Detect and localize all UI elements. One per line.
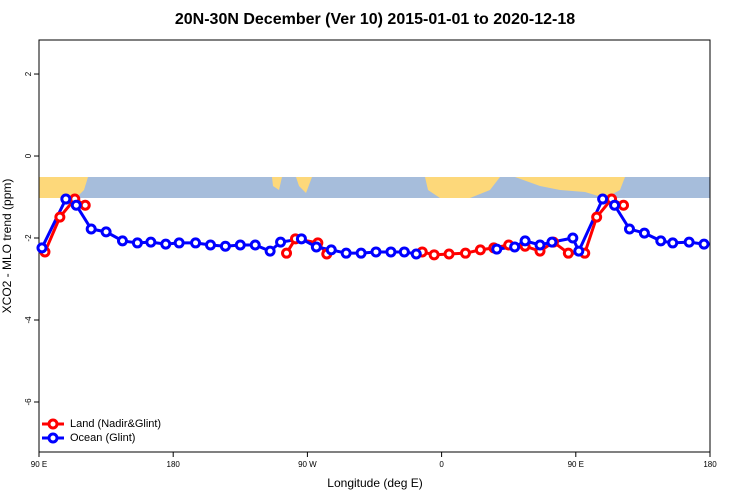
data-point xyxy=(459,247,471,259)
chart-title: 20N-30N December (Ver 10) 2015-01-01 to … xyxy=(175,11,575,28)
y-tick-label: 2 xyxy=(24,71,33,76)
data-point xyxy=(173,237,185,249)
data-point xyxy=(190,237,202,249)
map-band xyxy=(39,177,710,198)
x-axis-label: Longitude (deg E) xyxy=(327,476,422,490)
x-tick-label: 180 xyxy=(167,460,181,469)
data-point xyxy=(491,243,503,255)
data-point xyxy=(609,199,621,211)
data-point xyxy=(295,233,307,245)
data-point xyxy=(546,236,558,248)
data-point xyxy=(100,226,112,238)
data-point xyxy=(683,236,695,248)
data-point xyxy=(385,246,397,258)
data-point xyxy=(219,240,231,252)
data-point xyxy=(567,232,579,244)
data-point xyxy=(573,245,585,257)
data-point xyxy=(340,247,352,259)
data-point xyxy=(281,247,293,259)
data-point xyxy=(398,246,410,258)
y-tick-label: -2 xyxy=(24,234,33,242)
data-point xyxy=(591,211,603,223)
data-point xyxy=(698,238,710,250)
data-point xyxy=(638,227,650,239)
data-point xyxy=(54,211,66,223)
land-shape xyxy=(296,177,312,193)
data-point xyxy=(36,242,48,254)
legend-marker xyxy=(47,432,59,444)
data-point xyxy=(85,223,97,235)
data-point xyxy=(204,239,216,251)
y-tick-label: -6 xyxy=(24,398,33,406)
data-point xyxy=(443,248,455,260)
data-point xyxy=(131,237,143,249)
data-point xyxy=(325,244,337,256)
data-point xyxy=(618,199,630,211)
data-point xyxy=(60,193,72,205)
data-point xyxy=(249,239,261,251)
data-point xyxy=(534,239,546,251)
land-shape xyxy=(272,177,282,190)
data-point xyxy=(160,238,172,250)
data-point xyxy=(562,247,574,259)
data-point xyxy=(509,241,521,253)
legend-label: Ocean (Glint) xyxy=(70,432,135,444)
data-point xyxy=(667,237,679,249)
data-point xyxy=(70,199,82,211)
legend-label: Land (Nadir&Glint) xyxy=(70,418,161,430)
x-tick-label: 0 xyxy=(439,460,444,469)
data-point xyxy=(310,241,322,253)
legend-marker xyxy=(47,418,59,430)
data-point xyxy=(275,236,287,248)
x-tick-label: 90 E xyxy=(31,460,47,469)
land-shape xyxy=(515,177,625,198)
data-point xyxy=(597,193,609,205)
data-point xyxy=(474,244,486,256)
data-point xyxy=(623,223,635,235)
data-point xyxy=(79,199,91,211)
y-axis-label: XCO2 - MLO trend (ppm) xyxy=(0,179,14,314)
y-tick-label: 0 xyxy=(24,153,33,158)
data-point xyxy=(264,245,276,257)
data-point xyxy=(428,249,440,261)
data-point xyxy=(519,235,531,247)
land-shape xyxy=(39,177,88,198)
data-point xyxy=(355,247,367,259)
data-point xyxy=(145,236,157,248)
x-tick-label: 90 E xyxy=(568,460,584,469)
data-point xyxy=(655,235,667,247)
data-point xyxy=(370,246,382,258)
x-tick-label: 90 W xyxy=(298,460,317,469)
data-point xyxy=(117,235,129,247)
y-tick-label: -4 xyxy=(24,316,33,324)
land-shape xyxy=(425,177,500,198)
data-point xyxy=(410,248,422,260)
x-tick-label: 180 xyxy=(703,460,717,469)
data-point xyxy=(234,239,246,251)
